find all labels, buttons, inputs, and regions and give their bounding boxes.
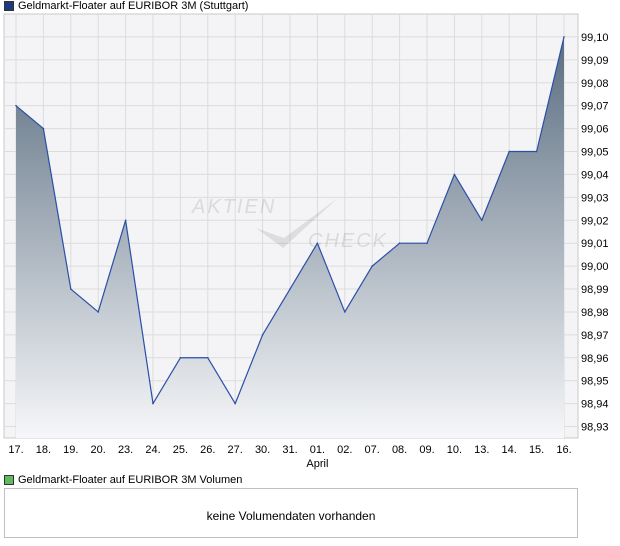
x-tick-label: 25. — [173, 444, 188, 456]
price-point — [179, 356, 182, 359]
price-point — [535, 150, 538, 153]
price-point — [426, 242, 428, 244]
x-tick-label: 20. — [91, 444, 106, 456]
y-tick-label: 99,03 — [581, 192, 609, 204]
price-point — [261, 334, 264, 336]
volume-legend: Geldmarkt-Floater auf EURIBOR 3M Volumen — [4, 474, 242, 486]
x-tick-label: 30. — [255, 444, 270, 456]
price-point — [234, 402, 236, 405]
y-tick-label: 98,96 — [581, 353, 609, 365]
volume-legend-swatch — [4, 475, 14, 485]
y-tick-label: 98,93 — [581, 422, 609, 434]
price-series — [15, 36, 565, 439]
x-tick-label: 24. — [145, 444, 160, 456]
x-tick-label: 09. — [419, 444, 434, 456]
price-point — [70, 288, 72, 290]
y-axis-labels: 98,93 98,94 98,95 98,96 98,97 98,98 98,99 99,00… — [581, 32, 609, 434]
y-tick-label: 99,06 — [581, 124, 609, 136]
y-tick-label: 98,94 — [581, 399, 609, 411]
x-tick-label: 07. — [365, 444, 380, 456]
x-axis-labels: 17. 18. 19. 20. 23. 24. 25. 26. 27. 30. 31. 01. 02. 0… — [8, 444, 571, 470]
price-point — [563, 36, 565, 38]
x-tick-label: 08. — [392, 444, 407, 456]
price-point — [398, 242, 401, 244]
x-tick-label: 01. — [310, 444, 325, 456]
x-month-label: April — [306, 458, 328, 470]
volume-legend-label: Geldmarkt-Floater auf EURIBOR 3M Volumen — [18, 474, 243, 486]
price-point — [42, 127, 45, 130]
y-tick-label: 99,08 — [581, 78, 609, 90]
x-tick-label: 19. — [63, 444, 78, 456]
watermark: AKTIEN CHECK — [191, 196, 388, 252]
y-tick-label: 98,95 — [581, 376, 609, 388]
y-tick-label: 98,98 — [581, 307, 609, 319]
price-legend-label: Geldmarkt-Floater auf EURIBOR 3M (Stuttg… — [18, 0, 249, 12]
x-tick-label: 14. — [502, 444, 517, 456]
x-tick-label: 17. — [8, 444, 23, 456]
price-chart: AKTIEN CHECK 98,9398,9498,9598,9698,9798… — [3, 13, 609, 470]
x-tick-label: 18. — [36, 444, 51, 456]
price-point — [124, 219, 127, 222]
y-tick-label: 99,00 — [581, 261, 609, 273]
y-tick-label: 99,07 — [581, 101, 609, 113]
price-point — [289, 288, 291, 290]
price-point — [508, 150, 511, 153]
y-tick-label: 99,09 — [581, 55, 609, 67]
price-legend-swatch — [4, 1, 14, 11]
price-point — [371, 265, 374, 267]
y-tick-label: 99,01 — [581, 238, 609, 250]
x-tick-label: 26. — [200, 444, 215, 456]
price-point — [15, 104, 17, 107]
price-point — [344, 311, 346, 313]
price-area-fill — [16, 36, 564, 439]
price-point — [152, 402, 154, 405]
price-point — [207, 356, 209, 359]
x-tick-label: 13. — [474, 444, 489, 456]
x-tick-label: 31. — [282, 444, 297, 456]
x-tick-label: 15. — [529, 444, 544, 456]
y-tick-label: 99,04 — [581, 169, 609, 181]
y-tick-label: 98,99 — [581, 284, 609, 296]
x-tick-label: 10. — [447, 444, 462, 456]
price-point — [481, 219, 483, 222]
x-tick-label: 02. — [337, 444, 352, 456]
price-point — [97, 311, 99, 313]
watermark-word-1: AKTIEN — [191, 196, 276, 218]
y-tick-label: 99,05 — [581, 147, 609, 159]
y-tick-label: 98,97 — [581, 330, 609, 342]
x-tick-label: 16. — [556, 444, 571, 456]
x-tick-label: 27. — [228, 444, 243, 456]
volume-empty-message: keine Volumendaten vorhanden — [206, 509, 376, 523]
watermark-check-icon — [256, 198, 338, 248]
volume-panel: keine Volumendaten vorhanden — [4, 488, 578, 538]
x-tick-label: 23. — [118, 444, 133, 456]
price-point — [453, 173, 456, 176]
y-tick-label: 99,10 — [581, 32, 609, 44]
y-tick-label: 99,02 — [581, 215, 609, 227]
watermark-word-2: CHECK — [308, 230, 388, 252]
price-point — [316, 242, 319, 244]
price-legend: Geldmarkt-Floater auf EURIBOR 3M (Stuttg… — [4, 0, 248, 12]
